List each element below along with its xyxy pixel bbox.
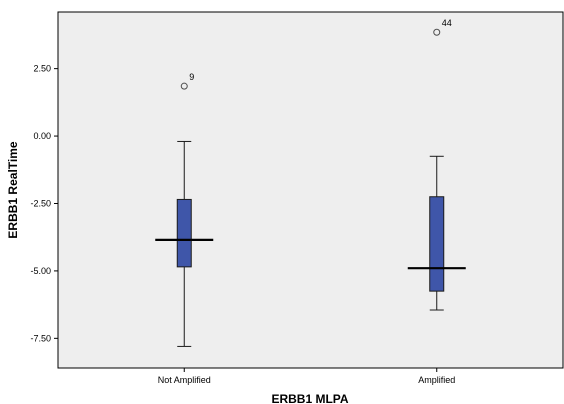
y-tick-label: -2.50 (30, 198, 51, 208)
y-tick-label: 2.50 (33, 64, 51, 74)
y-axis: 2.50 0.00 -2.50 -5.00 -7.50 (30, 64, 58, 343)
box-0: 9 (155, 72, 214, 347)
box-iqr (176, 198, 192, 268)
x-axis-title: ERBB1 MLPA (271, 392, 348, 404)
y-axis-title: ERBB1 RealTime (6, 141, 20, 238)
outlier-label: 9 (189, 72, 194, 82)
plot-area (57, 11, 564, 369)
outlier-point (433, 28, 441, 36)
x-tick-label: Amplified (418, 375, 455, 385)
x-tick-label: Not Amplified (158, 375, 211, 385)
x-axis: Not Amplified Amplified (158, 368, 455, 385)
box-iqr (429, 196, 445, 292)
outlier-point (180, 82, 188, 90)
y-tick-label: -7.50 (30, 333, 51, 343)
boxes-group: 9 44 (155, 18, 466, 347)
y-tick-label: -5.00 (30, 266, 51, 276)
box-1: 44 (407, 18, 466, 311)
y-tick-label: 0.00 (33, 131, 51, 141)
outlier-label: 44 (442, 18, 452, 28)
